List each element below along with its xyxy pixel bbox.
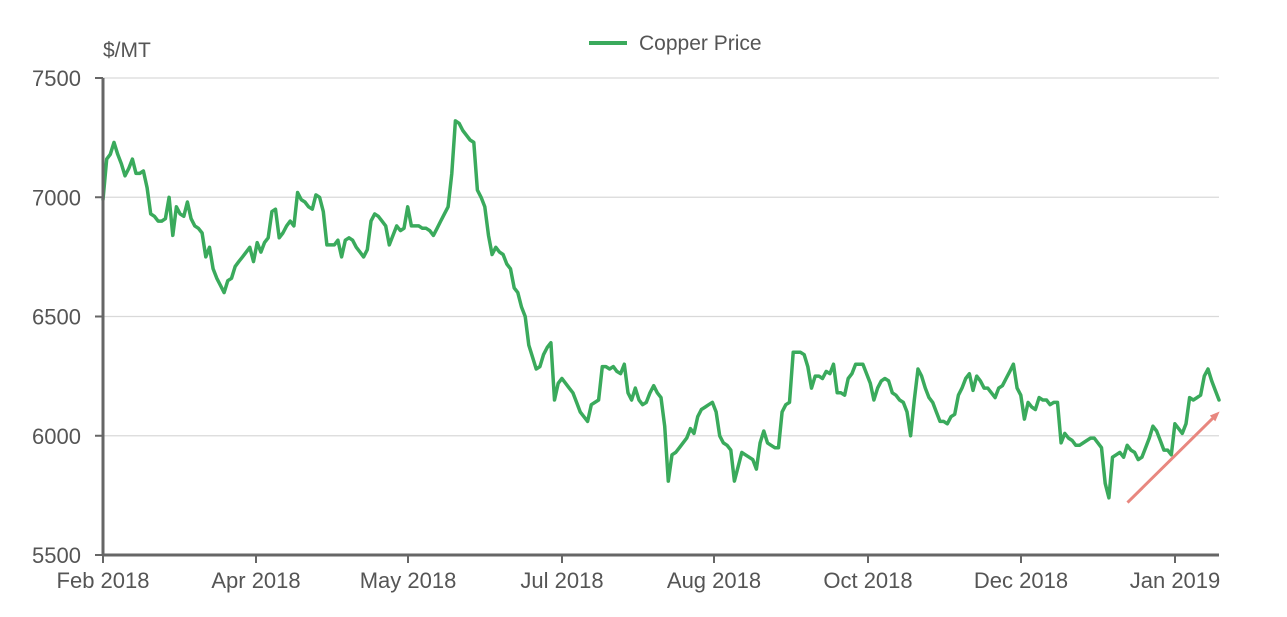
series-layer [101, 119, 1221, 500]
x-tick-label: May 2018 [360, 568, 457, 593]
x-tick-label: Feb 2018 [57, 568, 150, 593]
x-tick-label: Jan 2019 [1130, 568, 1221, 593]
gridlines [103, 77, 1219, 437]
y-tick-label: 5500 [32, 543, 81, 568]
x-tick-label: Apr 2018 [211, 568, 300, 593]
x-tick-label: Dec 2018 [974, 568, 1068, 593]
x-tick-label: Jul 2018 [520, 568, 603, 593]
legend: Copper Price [589, 32, 762, 55]
series-line-copper-price [101, 119, 1221, 500]
trend-arrow-annotation [1126, 411, 1220, 504]
legend-label-copper-price: Copper Price [639, 32, 762, 55]
x-tick-label: Oct 2018 [823, 568, 912, 593]
y-tick-label: 7000 [32, 185, 81, 210]
x-tick-label: Aug 2018 [667, 568, 761, 593]
y-tick-label: 7500 [32, 66, 81, 91]
y-tick-label: 6500 [32, 305, 81, 330]
axes [95, 77, 1219, 563]
y-tick-label: 6000 [32, 424, 81, 449]
y-axis-title: $/MT [103, 39, 151, 62]
